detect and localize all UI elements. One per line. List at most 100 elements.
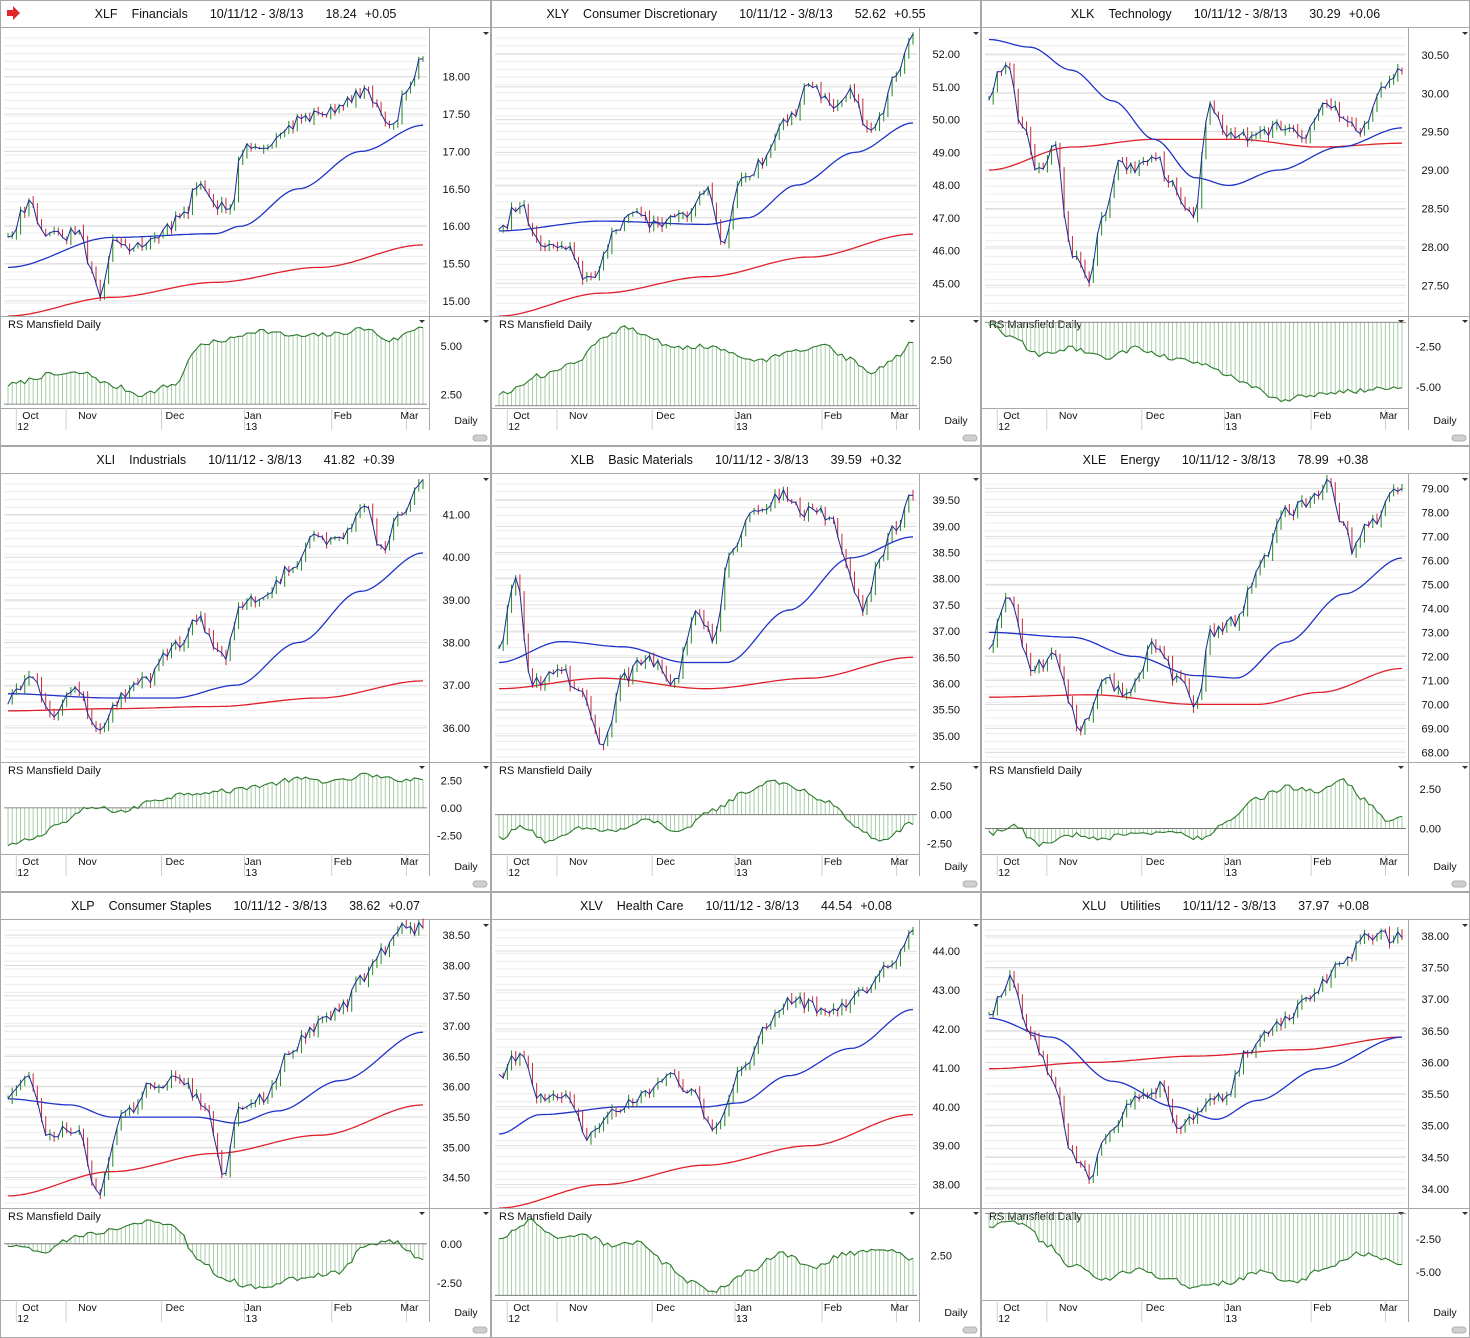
rs-menu-icon[interactable] (1398, 766, 1404, 769)
price-menu-icon[interactable] (973, 478, 979, 481)
price-menu-icon[interactable] (483, 478, 489, 481)
interval-label: Daily (454, 861, 478, 873)
title-name: Industrials (129, 453, 186, 467)
price-grid (4, 37, 427, 312)
price-tick-label: 35.00 (442, 1142, 470, 1154)
month-label: Oct (513, 856, 529, 868)
rs-menu-icon[interactable] (909, 1212, 915, 1215)
rs-axis-menu-icon[interactable] (483, 320, 489, 323)
year-label-jan: 13 (1225, 867, 1237, 879)
month-label: Oct (513, 1302, 529, 1314)
rs-tick-label: 2.50 (1420, 784, 1441, 796)
price-tick-label: 43.00 (932, 985, 960, 997)
title-last: 44.54 (821, 899, 852, 913)
price-tick-label: 76.00 (1421, 555, 1449, 567)
rs-tick-label: 2.50 (441, 389, 462, 401)
panel-frame (981, 892, 1470, 1338)
title-date-range: 10/11/12 - 3/8/13 (1194, 7, 1288, 21)
month-label: Dec (656, 410, 675, 422)
red-arrow-icon[interactable] (7, 6, 20, 20)
rs-line (7, 326, 424, 398)
price-menu-icon[interactable] (973, 32, 979, 35)
rs-axis-menu-icon[interactable] (483, 1212, 489, 1215)
price-grid (4, 929, 427, 1204)
price-menu-icon[interactable] (1462, 924, 1468, 927)
price-tick-label: 39.00 (932, 521, 960, 533)
price-tick-label: 37.50 (442, 991, 470, 1003)
price-menu-icon[interactable] (1462, 32, 1468, 35)
title-name: Financials (132, 7, 188, 21)
price-menu-icon[interactable] (483, 924, 489, 927)
panel-frame (0, 0, 491, 446)
scroll-handle[interactable] (962, 880, 978, 888)
price-tick-label: 29.50 (1421, 127, 1449, 139)
rs-axis-menu-icon[interactable] (973, 1212, 979, 1215)
price-tick-label: 45.00 (932, 278, 960, 290)
price-menu-icon[interactable] (483, 32, 489, 35)
price-tick-label: 38.00 (442, 638, 470, 650)
scroll-handle[interactable] (472, 434, 488, 442)
price-tick-label: 36.00 (1421, 1057, 1449, 1069)
rs-menu-icon[interactable] (419, 1212, 425, 1215)
month-label: Jan (245, 856, 262, 868)
month-label: Jan (1224, 410, 1241, 422)
month-label: Feb (334, 856, 352, 868)
chart-panel-xlp: XLP Consumer Staples 10/11/12 - 3/8/13 38.6… (0, 892, 491, 1338)
price-menu-icon[interactable] (1462, 478, 1468, 481)
rs-menu-icon[interactable] (419, 766, 425, 769)
month-label: Nov (78, 856, 97, 868)
ma-fast-line (7, 124, 424, 269)
month-label: Nov (1059, 856, 1078, 868)
price-tick-label: 38.00 (932, 574, 960, 586)
rs-menu-icon[interactable] (419, 320, 425, 323)
ma-fast-line (499, 122, 914, 232)
rs-tick-label: -2.50 (1416, 342, 1441, 354)
price-tick-label: 77.00 (1421, 531, 1449, 543)
rs-line (988, 323, 1403, 403)
rs-axis-menu-icon[interactable] (973, 320, 979, 323)
rs-axis-menu-icon[interactable] (973, 766, 979, 769)
rs-menu-icon[interactable] (909, 320, 915, 323)
price-tick-label: 35.00 (932, 731, 960, 743)
price-tick-label: 38.50 (442, 930, 470, 942)
scroll-handle[interactable] (1451, 880, 1467, 888)
ma-fast-line (989, 557, 1403, 679)
scroll-handle[interactable] (1451, 434, 1467, 442)
rs-line (498, 779, 914, 844)
scroll-handle[interactable] (472, 880, 488, 888)
price-menu-icon[interactable] (973, 924, 979, 927)
scroll-handle[interactable] (472, 1326, 488, 1334)
interval-label: Daily (454, 415, 478, 427)
ma-fast-line (498, 1008, 914, 1135)
chart-panel-xlk: XLK Technology 10/11/12 - 3/8/13 30.29 +0.06… (981, 0, 1470, 446)
year-label-jan: 13 (736, 867, 748, 879)
rs-histogram (498, 325, 914, 406)
title-ticker: XLI (96, 453, 115, 467)
interval-label: Daily (1433, 415, 1457, 427)
scroll-handle[interactable] (1451, 1326, 1467, 1334)
rs-axis-menu-icon[interactable] (1462, 320, 1468, 323)
month-label: Dec (166, 410, 185, 422)
rs-axis-menu-icon[interactable] (1462, 1212, 1468, 1215)
price-tick-label: 70.00 (1421, 699, 1449, 711)
month-label: Dec (1146, 856, 1165, 868)
price-tick-label: 35.00 (1421, 1121, 1449, 1133)
rs-menu-icon[interactable] (1398, 320, 1404, 323)
panel-frame (491, 446, 981, 892)
title-last: 38.62 (349, 899, 380, 913)
scroll-handle[interactable] (962, 1326, 978, 1334)
chart-title: XLP Consumer Staples 10/11/12 - 3/8/13 38.6… (71, 899, 420, 913)
rs-histogram (988, 778, 1403, 847)
scroll-handle[interactable] (962, 434, 978, 442)
rs-menu-icon[interactable] (909, 766, 915, 769)
rs-axis-menu-icon[interactable] (1462, 766, 1468, 769)
rs-tick-label: 2.50 (931, 781, 952, 793)
month-label: Nov (1059, 410, 1078, 422)
red-arrow-shape[interactable] (7, 6, 20, 20)
year-label-start: 12 (508, 1313, 520, 1325)
month-label: Jan (1224, 856, 1241, 868)
title-change: +0.32 (870, 453, 902, 467)
price-tick-label: 39.00 (932, 1141, 960, 1153)
rs-axis-menu-icon[interactable] (483, 766, 489, 769)
title-date-range: 10/11/12 - 3/8/13 (1182, 453, 1276, 467)
